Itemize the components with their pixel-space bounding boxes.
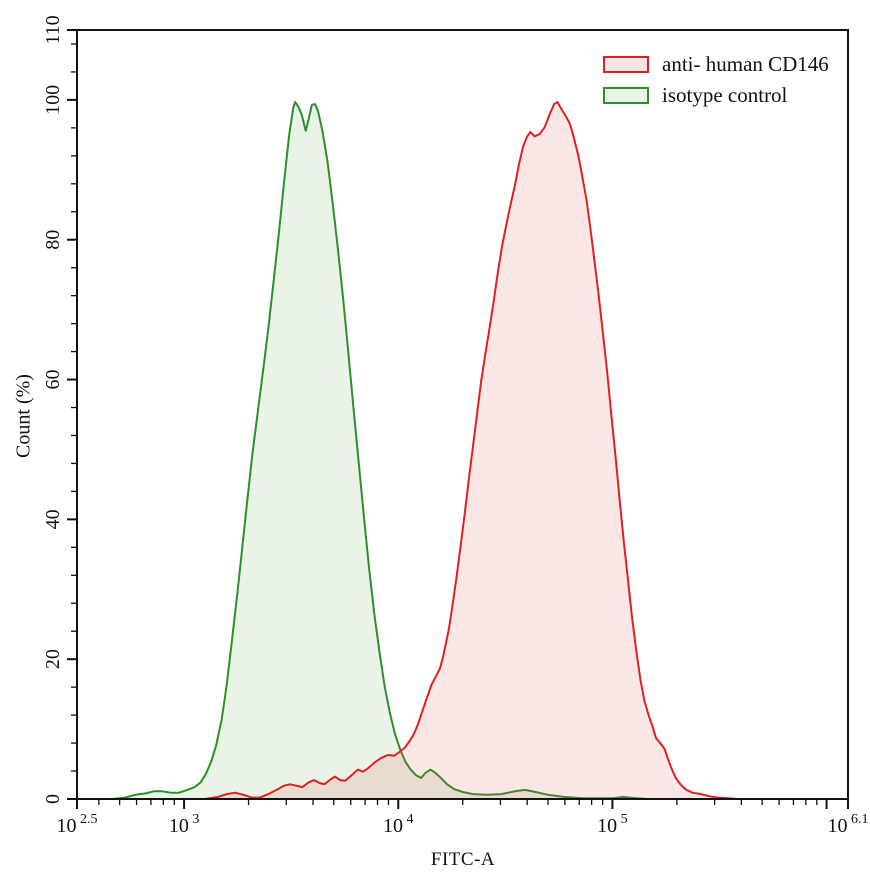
y-axis-title: Count (%) [12, 374, 35, 458]
y-tick-label: 80 [42, 230, 64, 250]
y-tick-label: 20 [42, 649, 64, 669]
legend-swatch-red [603, 55, 649, 73]
legend-item-isotype-control: isotype control [603, 82, 829, 107]
y-tick-label: 100 [42, 85, 64, 115]
legend-label: isotype control [662, 82, 788, 107]
x-tick-label: 10 3 [169, 812, 200, 837]
legend: anti- human CD146 isotype control [603, 51, 829, 115]
y-tick-label: 110 [42, 15, 64, 44]
legend-swatch-green [603, 86, 649, 104]
x-tick-label: 10 5 [597, 812, 628, 837]
series-isotype-control [111, 101, 649, 800]
y-tick-label: 60 [42, 370, 64, 390]
x-axis-title: FITC-A [430, 849, 496, 870]
legend-label: anti- human CD146 [662, 51, 829, 76]
x-tick-label: 10 6.1 [828, 812, 869, 837]
x-tick-label: 10 2.5 [57, 812, 98, 837]
legend-item-anti-human-cd146: anti- human CD146 [603, 51, 829, 76]
x-tick-label: 10 4 [383, 812, 414, 837]
series-anti-human-cd146 [203, 101, 738, 800]
y-tick-label: 0 [42, 794, 64, 804]
plot-frame [76, 29, 849, 800]
y-tick-label: 40 [42, 509, 64, 529]
